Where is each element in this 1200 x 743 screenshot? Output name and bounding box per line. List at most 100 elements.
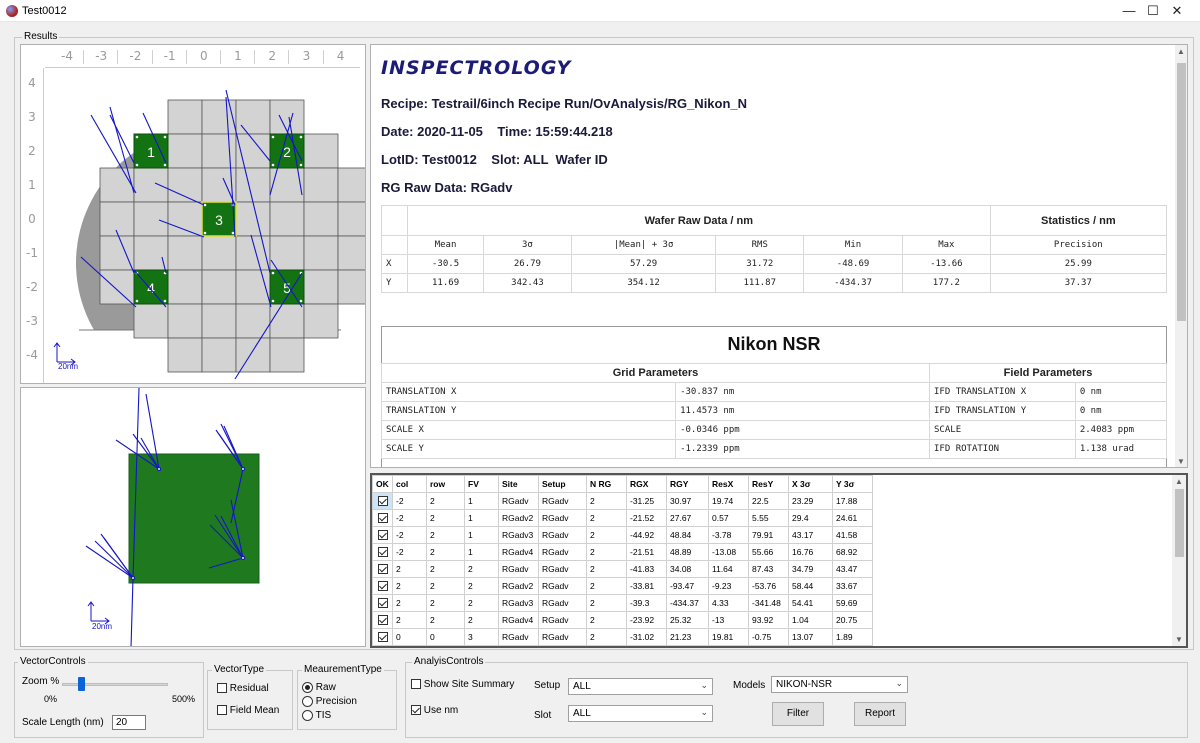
ok-checkbox[interactable] xyxy=(372,560,393,578)
use-nm-checkbox[interactable]: Use nm xyxy=(411,705,458,716)
report-button[interactable]: Report xyxy=(854,702,906,726)
precision-radio[interactable]: Precision xyxy=(302,696,357,707)
ok-checkbox[interactable] xyxy=(372,526,393,544)
nikon-table: Grid Parameters Field Parameters TRANSLA… xyxy=(380,363,1168,459)
ok-check-icon[interactable] xyxy=(377,615,388,626)
ok-checkbox[interactable] xyxy=(372,628,393,646)
zoom-slider[interactable] xyxy=(77,677,85,691)
field-view[interactable]: 20nm xyxy=(21,388,366,647)
ok-check-icon[interactable] xyxy=(377,496,388,507)
filter-button[interactable]: Filter xyxy=(772,702,824,726)
grid-cell: 2 xyxy=(586,628,627,646)
grid-cell: 0.57 xyxy=(708,509,749,527)
nikon-row: TRANSLATION Y 11.4573 nm IFD TRANSLATION Y… xyxy=(380,401,1168,421)
grid-col-header[interactable]: RGX xyxy=(626,475,667,493)
chevron-down-icon: ⌄ xyxy=(895,678,903,688)
table-row[interactable]: -2 2 1 RGadv4 RGadv 2 -21.51 48.89 -13.08 55.66 16… xyxy=(372,543,873,561)
site-dot xyxy=(271,163,275,167)
ok-check-icon[interactable] xyxy=(377,564,388,575)
overlay-vector xyxy=(288,116,303,196)
field-vector xyxy=(208,557,244,569)
show-site-summary-checkbox[interactable]: Show Site Summary xyxy=(411,679,514,690)
field-number: 5 xyxy=(283,280,291,296)
table-row[interactable]: 2 2 2 RGadv4 RGadv 2 -23.92 25.32 -13 93.92 1.04 20… xyxy=(372,611,873,629)
stats-group-header: Statistics / nm xyxy=(989,205,1168,236)
setup-label: Setup xyxy=(534,680,561,691)
grid-col-header[interactable]: OK xyxy=(372,475,393,493)
nikon-cell: -0.0346 ppm xyxy=(675,420,931,440)
grid-col-header[interactable]: RGY xyxy=(666,475,709,493)
ok-checkbox[interactable] xyxy=(372,492,393,510)
field-params-header: Field Parameters xyxy=(929,363,1167,383)
data-grid: OK col row FV Site Setup N RG RGX RGY ResX ResY X 3… xyxy=(372,475,873,646)
site-dot xyxy=(135,299,139,303)
data-grid-panel: OK col row FV Site Setup N RG RGX RGY ResX ResY X 3… xyxy=(370,473,1188,648)
grid-col-header[interactable]: FV xyxy=(464,475,499,493)
raw-cell: -13.66 xyxy=(902,254,991,274)
results-group xyxy=(14,37,1194,650)
field-site xyxy=(201,201,237,237)
precision-radio-icon xyxy=(302,696,313,707)
grid-col-header[interactable]: row xyxy=(426,475,465,493)
grid-col-header[interactable]: ResY xyxy=(748,475,789,493)
table-row[interactable]: 0 0 3 RGadv RGadv 2 -31.02 21.23 19.81 -0.75 13.07… xyxy=(372,628,873,646)
ok-check-icon[interactable] xyxy=(377,598,388,609)
raw-radio[interactable]: Raw xyxy=(302,682,336,693)
slot-select[interactable]: ALL ⌄ xyxy=(568,705,713,722)
ok-checkbox[interactable] xyxy=(372,543,393,561)
tis-radio[interactable]: TIS xyxy=(302,710,331,721)
grid-cell: -53.76 xyxy=(748,577,789,595)
grid-col-header[interactable]: col xyxy=(392,475,427,493)
site-dot xyxy=(231,231,235,235)
grid-col-header[interactable]: X 3σ xyxy=(788,475,833,493)
site-dot xyxy=(163,299,167,303)
table-row[interactable]: 2 2 2 RGadv RGadv 2 -41.83 34.08 11.64 87.43 34.79… xyxy=(372,560,873,578)
minimize-button[interactable]: — xyxy=(1122,3,1136,18)
scale-length-input[interactable]: 20 xyxy=(112,715,146,730)
analysis-controls-title: AnalyisControls xyxy=(412,656,486,667)
models-select[interactable]: NIKON-NSR ⌄ xyxy=(771,676,908,693)
setup-select[interactable]: ALL ⌄ xyxy=(568,678,713,695)
grid-cell: 11.64 xyxy=(708,560,749,578)
ok-checkbox[interactable] xyxy=(372,611,393,629)
grid-col-header[interactable]: N RG xyxy=(586,475,627,493)
wafer-map[interactable]: 1 2 3 4 5 20nm xyxy=(21,45,366,384)
ok-check-icon[interactable] xyxy=(377,547,388,558)
grid-cell: RGadv xyxy=(538,594,587,612)
grid-col-header[interactable]: Site xyxy=(498,475,539,493)
ok-checkbox[interactable] xyxy=(372,509,393,527)
field-number: 4 xyxy=(147,280,155,296)
grid-scrollbar[interactable]: ▲ ▼ xyxy=(1172,475,1186,646)
report-scrollbar[interactable]: ▲ ▼ xyxy=(1175,45,1187,467)
field-vector xyxy=(214,514,244,559)
field-vector xyxy=(140,437,160,470)
close-button[interactable]: ✕ xyxy=(1171,3,1183,18)
table-row[interactable]: 2 2 2 RGadv3 RGadv 2 -39.3 -434.37 4.33 -341.48 54… xyxy=(372,594,873,612)
grid-col-header[interactable]: Setup xyxy=(538,475,587,493)
table-row[interactable]: -2 2 1 RGadv2 RGadv 2 -21.52 27.67 0.57 5.55 29.4 2… xyxy=(372,509,873,527)
ok-check-icon[interactable] xyxy=(377,581,388,592)
use-nm-label: Use nm xyxy=(423,705,459,716)
ok-check-icon[interactable] xyxy=(377,530,388,541)
raw-row: X -30.5 26.79 57.29 31.72 -48.69 -13.66 25.99 xyxy=(381,254,1168,274)
field-vector xyxy=(145,393,160,470)
die-cell xyxy=(235,337,271,373)
table-row[interactable]: -2 2 1 RGadv RGadv 2 -31.25 30.97 19.74 22.5 23.29… xyxy=(372,492,873,510)
residual-check-icon xyxy=(217,683,227,694)
ok-check-icon[interactable] xyxy=(377,513,388,524)
ok-checkbox[interactable] xyxy=(372,594,393,612)
table-row[interactable]: -2 2 1 RGadv3 RGadv 2 -44.92 48.84 -3.78 79.91 43.… xyxy=(372,526,873,544)
field-vector xyxy=(132,388,140,579)
ok-check-icon[interactable] xyxy=(377,632,388,643)
table-row[interactable]: 2 2 2 RGadv2 RGadv 2 -33.81 -93.47 -9.23 -53.76 58… xyxy=(372,577,873,595)
field-vector xyxy=(115,439,160,470)
grid-col-header[interactable]: Y 3σ xyxy=(832,475,873,493)
overlay-vector xyxy=(109,114,135,164)
residual-checkbox[interactable]: Residual xyxy=(217,683,269,694)
vector-type-title: VectorType xyxy=(212,664,267,675)
grid-cell: 2 xyxy=(392,560,427,578)
maximize-button[interactable]: ☐ xyxy=(1147,3,1159,18)
ok-checkbox[interactable] xyxy=(372,577,393,595)
grid-col-header[interactable]: ResX xyxy=(708,475,749,493)
field-mean-checkbox[interactable]: Field Mean xyxy=(217,705,279,716)
